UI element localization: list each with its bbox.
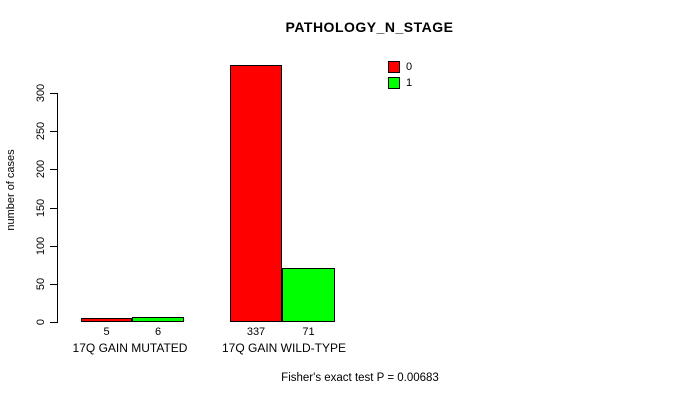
- y-tick-label: 100: [35, 236, 47, 255]
- y-axis-title: number of cases: [5, 149, 17, 231]
- legend-swatch-icon: [388, 77, 400, 89]
- y-tick-label: 50: [35, 277, 47, 290]
- bar-series-0: [230, 65, 282, 322]
- y-tick-label: 300: [35, 83, 47, 103]
- y-tick-mark: [50, 169, 57, 171]
- y-tick-mark: [50, 131, 57, 133]
- legend-row: 1: [388, 76, 412, 90]
- category-label: 17Q GAIN MUTATED: [72, 341, 188, 355]
- statistics-caption: Fisher's exact test P = 0.00683: [281, 372, 439, 384]
- bar-value-label: 6: [154, 326, 162, 338]
- bar-series-0: [81, 318, 132, 322]
- y-tick-label: 150: [35, 198, 47, 217]
- y-tick-mark: [50, 245, 57, 247]
- bar-value-label: 71: [302, 326, 315, 338]
- y-tick-mark: [50, 207, 57, 209]
- bar-value-label: 5: [103, 326, 110, 338]
- y-tick-mark: [50, 93, 57, 94]
- legend-label: 1: [406, 77, 413, 89]
- y-tick-mark: [50, 283, 57, 285]
- bar-series-1: [132, 317, 184, 322]
- y-tick-label: 250: [35, 121, 47, 141]
- y-axis-line: [57, 93, 58, 323]
- legend-label: 0: [406, 61, 413, 73]
- chart-title: PATHOLOGY_N_STAGE: [285, 19, 454, 35]
- legend-swatch-icon: [388, 61, 400, 73]
- y-tick-mark: [50, 322, 57, 323]
- legend-row: 0: [388, 60, 412, 74]
- bar-value-label: 337: [246, 326, 266, 338]
- bar-series-1: [282, 268, 335, 322]
- category-label: 17Q GAIN WILD-TYPE: [221, 341, 347, 355]
- y-tick-label: 0: [35, 318, 47, 326]
- y-tick-label: 200: [35, 160, 47, 179]
